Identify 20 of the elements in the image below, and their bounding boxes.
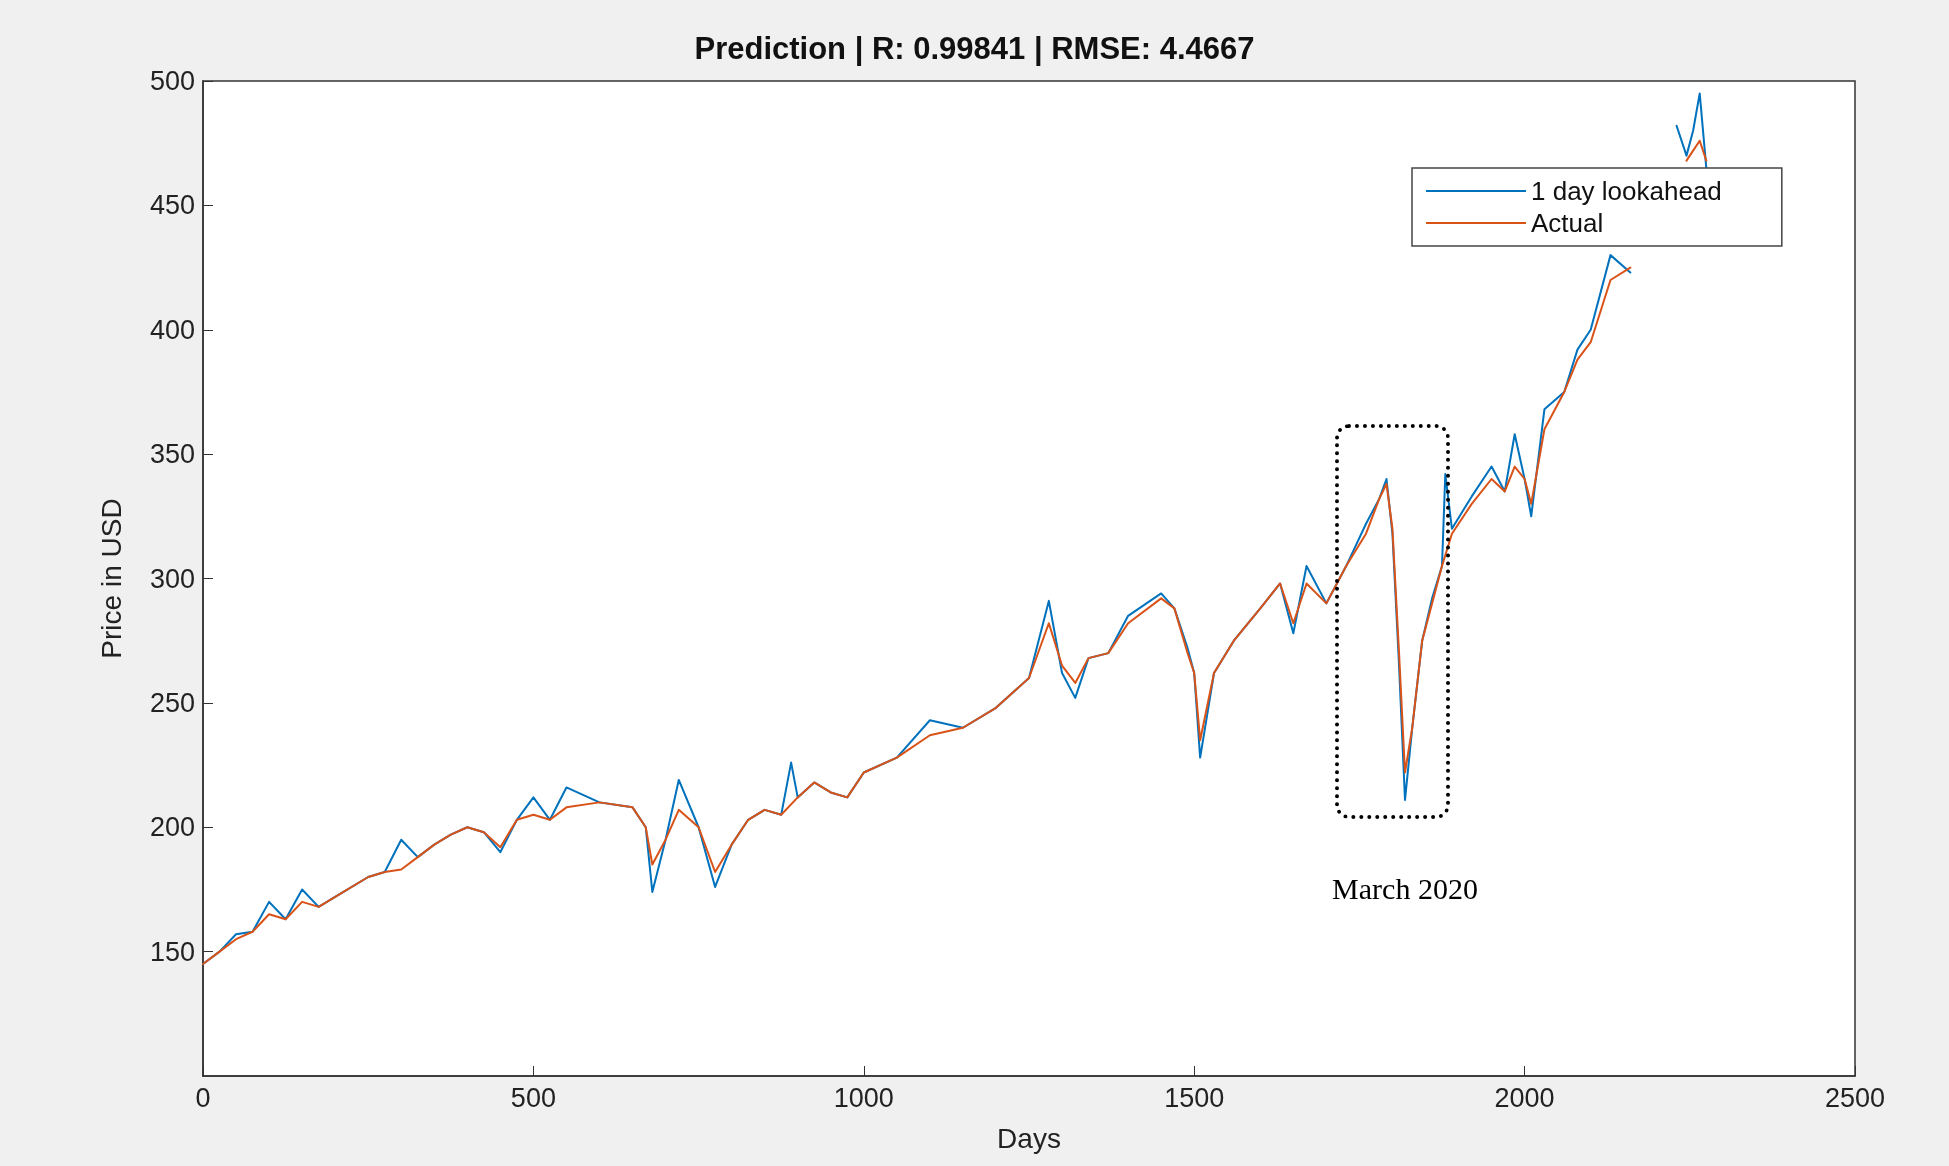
legend-label: Actual bbox=[1531, 208, 1604, 238]
y-tick-label: 350 bbox=[149, 439, 195, 470]
y-tick-label: 450 bbox=[149, 190, 195, 221]
y-tick-label: 500 bbox=[149, 66, 195, 96]
x-tick-label: 500 bbox=[510, 1082, 556, 1113]
annotation: March 2020 bbox=[1332, 872, 1478, 906]
y-tick-label: 300 bbox=[149, 563, 195, 594]
chart-title: Prediction | R: 0.99841 | RMSE: 4.4667 bbox=[694, 31, 1255, 66]
x-tick-label: 2500 bbox=[1824, 1082, 1886, 1113]
y-tick-label: 150 bbox=[149, 936, 195, 967]
y-tick-label: 200 bbox=[149, 812, 195, 843]
x-tick-label: 1500 bbox=[1164, 1082, 1225, 1113]
x-tick-label: 0 bbox=[195, 1082, 211, 1113]
legend-label: 1 day lookahead bbox=[1531, 176, 1722, 206]
x-axis-title: Days bbox=[997, 1122, 1061, 1154]
y-tick-label: 400 bbox=[149, 314, 195, 345]
y-tick-label: 250 bbox=[149, 687, 195, 718]
x-tick-label: 2000 bbox=[1494, 1082, 1555, 1113]
x-tick-label: 1000 bbox=[833, 1082, 894, 1113]
y-axis-title: Price in USD bbox=[95, 498, 127, 659]
